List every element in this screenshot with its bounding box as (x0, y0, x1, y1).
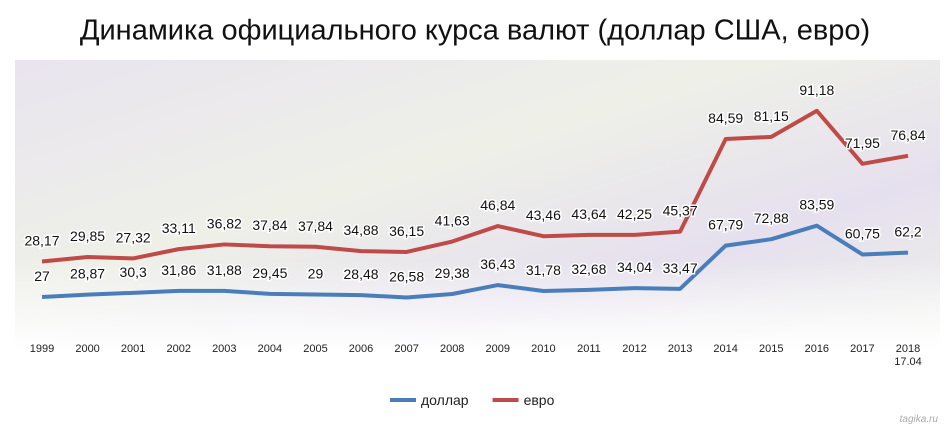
data-label: 29,38 (435, 265, 470, 281)
x-tick-label: 2014 (713, 343, 738, 355)
x-tick-label: 2016 (804, 343, 830, 355)
data-label: 34,04 (617, 259, 652, 275)
data-label: 28,48 (344, 266, 379, 282)
data-label: 26,58 (389, 269, 424, 285)
data-label: 84,59 (708, 110, 743, 126)
x-tick-label: 2002 (166, 343, 191, 355)
x-tick-label: 2010 (531, 343, 556, 355)
data-label: 67,79 (708, 217, 743, 233)
data-label: 43,64 (571, 206, 606, 222)
x-tick-label: 2012 (622, 343, 647, 355)
x-tick-label: 1999 (29, 343, 55, 355)
data-label: 36,43 (480, 256, 515, 272)
data-label: 31,78 (526, 262, 561, 278)
legend-label: доллар (421, 392, 469, 408)
data-label: 71,95 (845, 135, 880, 151)
background-fade (15, 260, 940, 350)
x-tick-label: 2011 (577, 343, 601, 355)
data-label: 32,68 (571, 261, 606, 277)
x-tick-label: 2018 17.04 (894, 343, 922, 368)
data-label: 43,46 (526, 207, 561, 223)
data-label: 31,88 (207, 262, 242, 278)
data-label: 41,63 (435, 213, 470, 229)
chart-title: Динамика официального курса валют (долла… (80, 15, 870, 47)
data-label: 29 (308, 265, 324, 281)
legend-label: евро (524, 392, 555, 408)
data-label: 36,82 (207, 215, 242, 231)
data-label: 28,17 (24, 232, 59, 248)
data-label: 28,87 (70, 266, 105, 282)
data-label: 81,15 (754, 108, 789, 124)
x-tick-label: 2007 (394, 343, 419, 355)
data-label: 27,32 (116, 229, 151, 245)
data-label: 83,59 (799, 197, 834, 213)
data-label: 36,15 (389, 223, 424, 239)
data-label: 37,84 (298, 218, 333, 234)
x-tick-label: 2013 (667, 343, 693, 355)
watermark: tagika.ru (900, 414, 939, 425)
x-tick-label: 2006 (348, 343, 374, 355)
data-label: 91,18 (799, 82, 834, 98)
line (41, 223, 909, 300)
x-tick-label: 2008 (439, 343, 465, 355)
data-label: 60,75 (845, 225, 880, 241)
x-tick-label: 2009 (485, 343, 511, 355)
x-tick-label: 2001 (120, 343, 146, 355)
data-label: 29,85 (70, 228, 105, 244)
data-label: 62,2 (894, 224, 921, 240)
data-label: 45,37 (663, 203, 698, 219)
x-tick-label: 2015 (759, 343, 784, 355)
data-label: 29,45 (252, 265, 287, 281)
data-label: 76,84 (890, 127, 925, 143)
x-tick-label: 2004 (257, 343, 283, 355)
data-label: 33,47 (663, 260, 698, 276)
data-label: 30,3 (120, 264, 147, 280)
data-label: 37,84 (252, 217, 287, 233)
data-label: 46,84 (480, 197, 515, 213)
x-tick-label: 2000 (75, 343, 100, 355)
x-tick-label: 2017 (850, 343, 875, 355)
data-label: 33,11 (162, 220, 196, 236)
x-tick-label: 2003 (212, 343, 237, 355)
data-label: 27 (34, 268, 50, 284)
data-label: 72,88 (754, 210, 789, 226)
data-label: 42,25 (617, 206, 652, 222)
data-label: 31,86 (161, 262, 196, 278)
x-tick-label: 2005 (303, 343, 328, 355)
line (41, 108, 909, 264)
data-label: 34,88 (344, 222, 379, 238)
